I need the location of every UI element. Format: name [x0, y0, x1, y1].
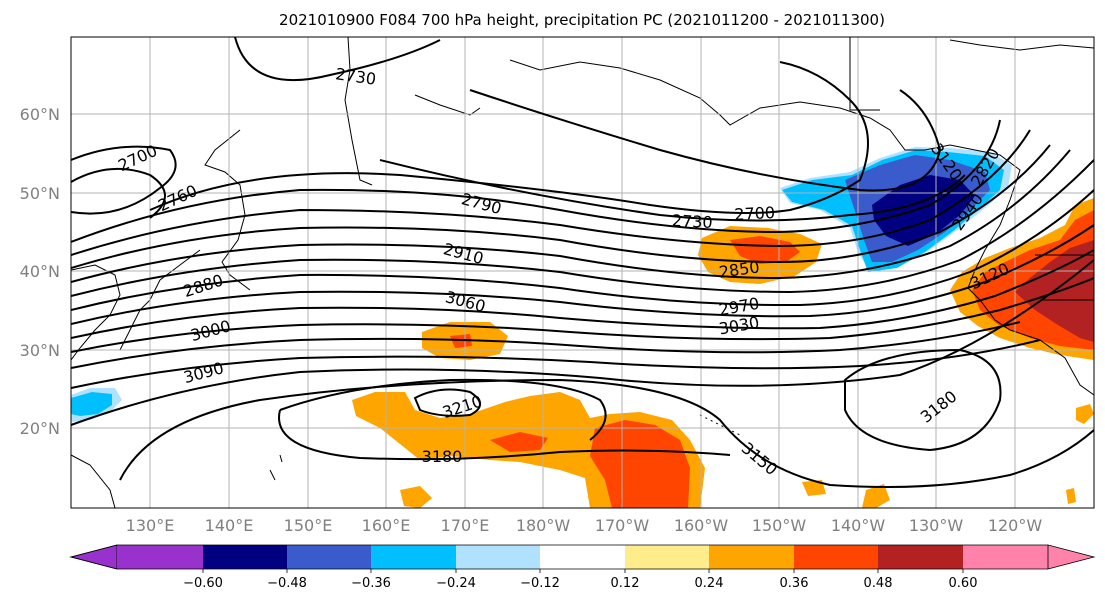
contour-3210	[413, 388, 481, 417]
contour-2790	[71, 119, 1001, 243]
contour-3180-south	[278, 409, 731, 461]
positive-precip-area	[590, 420, 690, 508]
colorbar: −0.60 −0.48 −0.36 −0.24 −0.12 0.12 0.24 …	[69, 544, 1096, 591]
contour-label: 2730	[671, 211, 713, 232]
positive-precip-area	[802, 480, 826, 496]
positive-precip-area	[862, 484, 890, 508]
negative-precip-area	[71, 392, 112, 416]
contour-3090	[71, 339, 1041, 389]
lon-label: 120°W	[988, 516, 1043, 535]
lon-label: 140°W	[831, 516, 886, 535]
coastline	[344, 37, 373, 186]
gridlines	[71, 37, 1094, 508]
contour-2730-west	[71, 167, 166, 219]
colorbar-segment	[456, 545, 540, 569]
contour-3000	[71, 249, 1094, 339]
contour-2730-north	[234, 37, 441, 82]
positive-precip-area	[1076, 404, 1094, 424]
contour-2880	[71, 149, 1071, 283]
contour-2910	[71, 159, 1094, 297]
colorbar-tick-label: 0.48	[864, 576, 893, 591]
lon-label: 170°E	[441, 516, 490, 535]
colorbar-tick-label: 0.12	[611, 576, 640, 591]
colorbar-tick-label: 0.36	[780, 576, 809, 591]
positive-precip-area	[450, 334, 472, 348]
colorbar-segment	[625, 545, 709, 569]
colorbar-outline	[69, 544, 118, 570]
colorbar-tick-label: 0.60	[949, 576, 978, 591]
lon-label: 160°E	[362, 516, 411, 535]
island-chain	[269, 454, 283, 481]
lat-label: 20°N	[20, 419, 60, 438]
colorbar-tick-label: −0.12	[520, 576, 560, 591]
map-panel: 2730 2700 2760 2790 2730 2700 2910 2880 …	[70, 36, 1095, 509]
contour-3120	[71, 259, 1094, 426]
contour-2820	[71, 129, 1031, 256]
contour-3180-southwest	[279, 378, 607, 441]
lon-label: 150°E	[284, 516, 333, 535]
contour-2940	[71, 189, 1094, 311]
contour-2970	[71, 224, 1094, 325]
lat-label: 50°N	[20, 184, 60, 203]
island-chain	[699, 414, 741, 436]
contour-2730-main	[379, 159, 966, 222]
colorbar-tick-label: −0.24	[436, 576, 476, 591]
colorbar-segment	[963, 545, 1048, 569]
colorbar-segment	[794, 545, 878, 569]
coastline	[509, 59, 1094, 396]
coastline	[204, 129, 251, 291]
positive-precip-area	[1066, 488, 1076, 504]
contour-2850	[71, 144, 1051, 269]
lon-label: 140°E	[205, 516, 254, 535]
colorbar-tick-label: −0.36	[351, 576, 391, 591]
map-title: 2021010900 F084 700 hPa height, precipit…	[279, 11, 885, 29]
colorbar-segment	[709, 545, 794, 569]
contour-label: 3180	[422, 447, 463, 466]
contour-3180-east	[844, 348, 1002, 452]
coastline	[414, 94, 481, 116]
coastline	[71, 264, 121, 361]
colorbar-segment	[540, 545, 625, 569]
contour-2700-west	[71, 145, 177, 215]
colorbar-segment	[287, 545, 371, 569]
longitude-labels: 130°E 140°E 150°E 160°E 170°E 180°W 170°…	[126, 516, 1043, 535]
height-contours	[71, 37, 1094, 489]
lon-label: 150°W	[752, 516, 807, 535]
colorbar-segment	[203, 545, 287, 569]
lat-label: 30°N	[20, 341, 60, 360]
contour-3030	[71, 277, 1094, 353]
contour-3150	[119, 378, 1094, 489]
colorbar-segment	[371, 545, 456, 569]
contour-2760	[149, 61, 869, 215]
colorbar-ticks	[202, 569, 964, 573]
positive-precip-area	[730, 236, 800, 264]
colorbar-segment	[117, 545, 203, 569]
colorbar-segment	[878, 545, 963, 569]
lon-label: 170°W	[595, 516, 650, 535]
contour-2700-main	[469, 89, 942, 192]
contour-3060	[71, 321, 1021, 369]
coastline	[71, 454, 116, 508]
colorbar-segment	[1047, 544, 1096, 570]
positive-precip-area	[490, 432, 548, 452]
coastline	[949, 39, 1094, 51]
map-frame	[70, 36, 1095, 509]
contour-label: 2700	[734, 203, 776, 224]
latitude-labels: 60°N 50°N 40°N 30°N 20°N	[20, 105, 60, 438]
lat-label: 40°N	[20, 262, 60, 281]
lat-label: 60°N	[20, 105, 60, 124]
positive-precip-area	[400, 486, 432, 508]
colorbar-tick-label: −0.48	[267, 576, 307, 591]
lon-label: 160°W	[674, 516, 729, 535]
lon-label: 130°W	[909, 516, 964, 535]
colorbar-tick-label: 0.24	[695, 576, 724, 591]
colorbar-tick-label: −0.60	[183, 576, 223, 591]
colorbar-segment	[69, 544, 118, 570]
country-border	[849, 37, 880, 111]
lon-label: 180°W	[516, 516, 571, 535]
lon-label: 130°E	[126, 516, 175, 535]
